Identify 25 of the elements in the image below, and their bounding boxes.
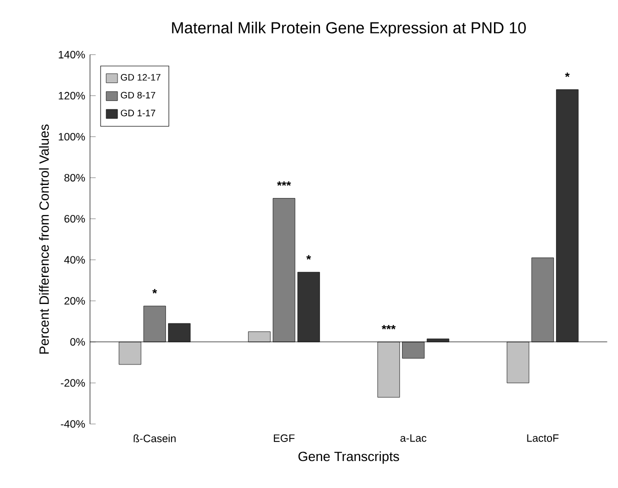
data-label: * (565, 72, 570, 78)
legend-label: GD 8-17 (120, 92, 156, 98)
y-tick-label: 20% (64, 297, 85, 305)
chart-title: Maternal Milk Protein Gene Expression at PND 10 (172, 22, 526, 37)
y-tick-label: 120% (58, 92, 85, 100)
y-tick-label: -20% (60, 379, 85, 387)
x-axis-title: Gene Transcripts (298, 451, 400, 464)
x-tick-label: a-Lac (400, 434, 426, 442)
y-tick-label: 0% (70, 338, 85, 346)
data-label: *** (382, 324, 396, 330)
y-tick-label: 60% (64, 215, 85, 223)
data-label: *** (277, 181, 291, 186)
x-tick-label: LactoF (527, 434, 559, 442)
y-tick-label: 80% (64, 174, 85, 182)
y-tick-label: 100% (58, 132, 85, 141)
y-axis-title: Percent Difference from Control Values (39, 124, 49, 354)
x-tick-label: ß-Casein (134, 434, 176, 442)
y-tick-label: -40% (60, 420, 85, 428)
data-label: * (306, 255, 311, 260)
data-label: * (152, 289, 157, 294)
y-tick-label: 140% (58, 50, 85, 58)
legend-label: GD 1-17 (120, 110, 156, 116)
y-tick-label: 40% (64, 256, 85, 264)
legend-label: GD 12-17 (120, 74, 160, 81)
x-tick-label: EGF (274, 434, 295, 442)
